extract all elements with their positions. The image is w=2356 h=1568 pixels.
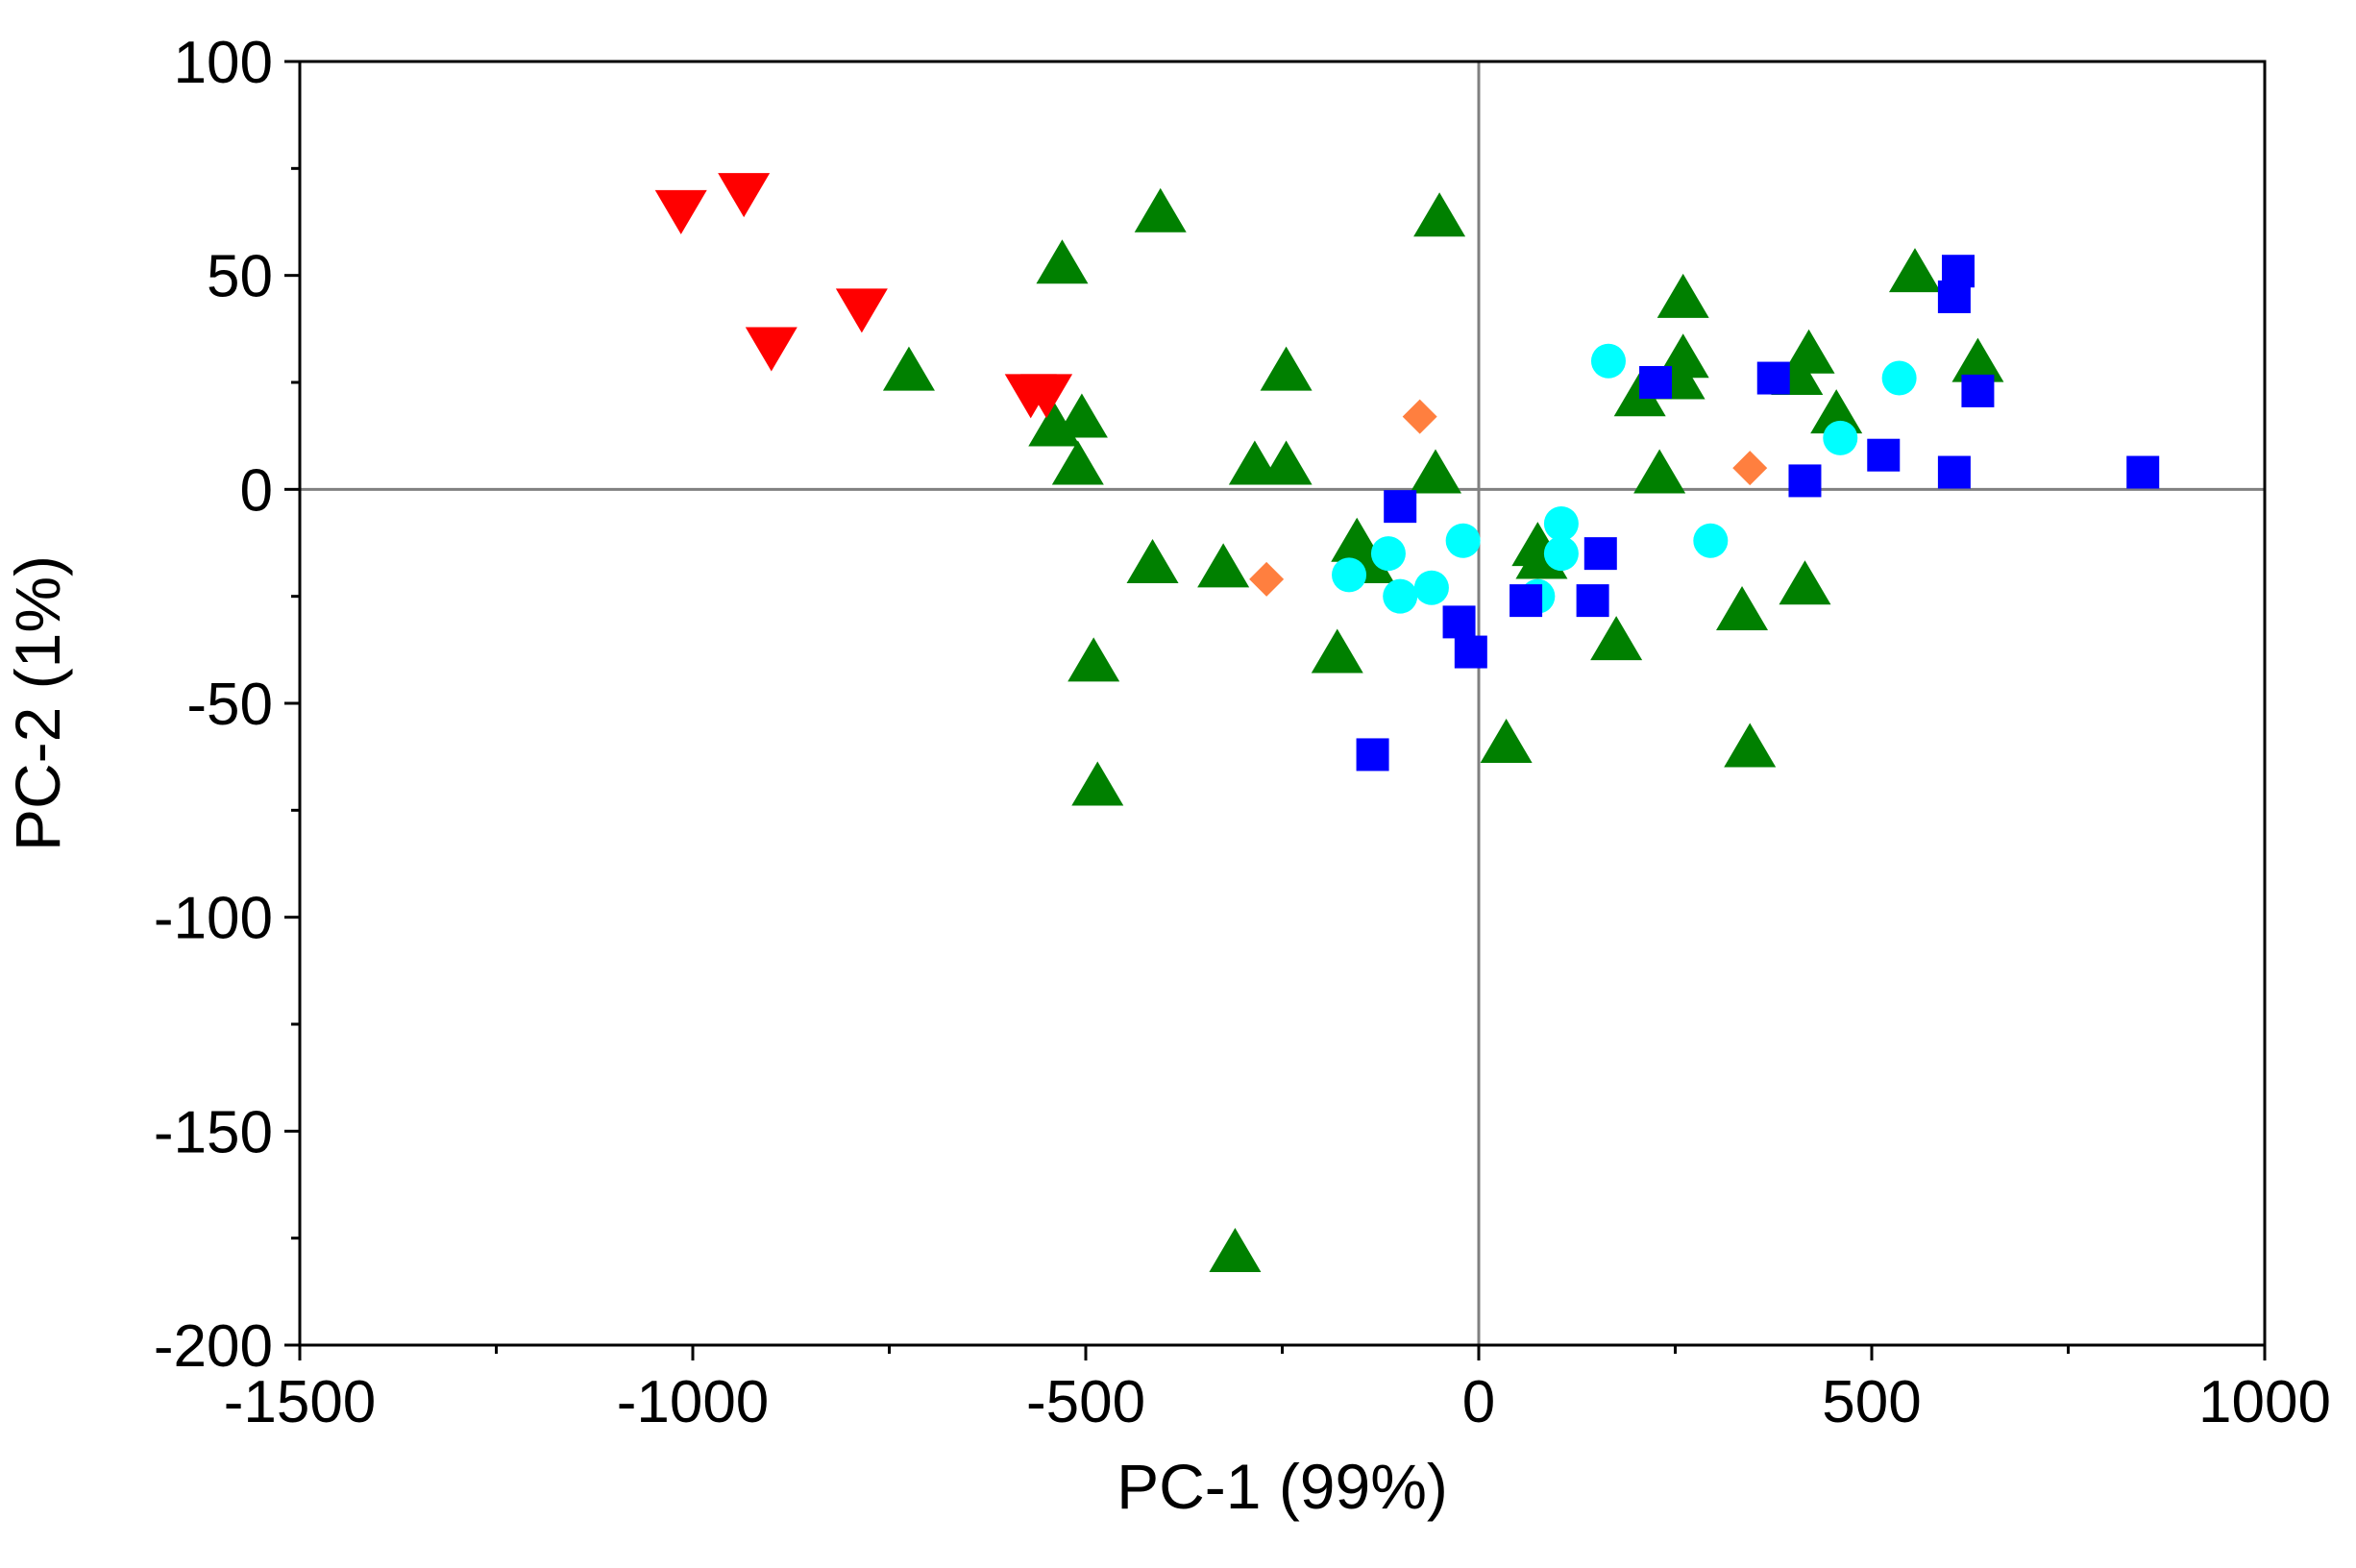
axis-tick-labels: -1500 -1000 -500 0 500 1000-200-150-100-50050… bbox=[154, 30, 2331, 1435]
green-triangle-point bbox=[1134, 187, 1187, 233]
cyan-circle-point bbox=[1383, 578, 1418, 614]
green-triangle-point bbox=[1126, 538, 1179, 583]
cyan-circle-point bbox=[1370, 536, 1406, 572]
green-triangle-point bbox=[1051, 440, 1104, 485]
green-triangle-point bbox=[1779, 560, 1831, 605]
blue-square-point bbox=[1454, 635, 1487, 669]
green-triangle-point bbox=[1810, 389, 1863, 434]
cyan-circle-point bbox=[1881, 360, 1917, 396]
plot-area-frame bbox=[298, 60, 2267, 1347]
x-axis-title: PC-1 (99%) bbox=[1117, 1451, 1448, 1522]
orange-diamond-point bbox=[1402, 399, 1437, 434]
green-triangle-point bbox=[1724, 723, 1777, 768]
green-triangle-point bbox=[1311, 628, 1363, 674]
blue-square-point bbox=[1356, 738, 1389, 772]
y-axis-title: PC-2 (1%) bbox=[2, 555, 73, 851]
series-green-up-triangles bbox=[882, 187, 2004, 1272]
blue-square-point bbox=[1583, 537, 1617, 571]
green-triangle-point bbox=[1068, 637, 1120, 682]
blue-square-point bbox=[1384, 490, 1417, 524]
cyan-circle-point bbox=[1413, 570, 1449, 605]
blue-square-point bbox=[1941, 255, 1975, 288]
y-tick-label: 50 bbox=[207, 244, 273, 310]
x-tick-label: -1500 bbox=[224, 1369, 377, 1435]
green-triangle-point bbox=[1888, 248, 1941, 293]
red-triangle-point bbox=[835, 288, 888, 333]
red-triangle-point bbox=[718, 173, 771, 218]
green-triangle-point bbox=[1633, 449, 1686, 494]
orange-diamond-point bbox=[1732, 451, 1768, 486]
blue-square-point bbox=[1961, 374, 1995, 407]
green-triangle-point bbox=[1260, 440, 1313, 485]
y-tick-label: -200 bbox=[154, 1313, 273, 1380]
blue-square-point bbox=[1937, 455, 1971, 489]
blue-square-point bbox=[1867, 438, 1901, 472]
cyan-circle-point bbox=[1543, 536, 1579, 572]
blue-square-point bbox=[1756, 361, 1790, 395]
cyan-circle-point bbox=[1823, 420, 1858, 455]
green-triangle-point bbox=[1209, 1227, 1262, 1272]
red-triangle-point bbox=[654, 189, 707, 234]
green-triangle-point bbox=[1590, 616, 1643, 661]
blue-square-point bbox=[1639, 366, 1673, 399]
green-triangle-point bbox=[1413, 192, 1466, 237]
blue-square-point bbox=[1788, 464, 1822, 498]
green-triangle-point bbox=[1657, 273, 1709, 318]
blue-square-point bbox=[2126, 455, 2160, 489]
reference-lines bbox=[300, 61, 2265, 1345]
orange-diamond-point bbox=[1249, 561, 1285, 597]
green-triangle-point bbox=[1782, 329, 1835, 374]
cyan-circle-point bbox=[1445, 523, 1481, 558]
green-triangle-point bbox=[1410, 449, 1462, 494]
x-tick-label: 1000 bbox=[2198, 1369, 2331, 1435]
cyan-circle-point bbox=[1543, 505, 1579, 541]
series-orange-diamonds bbox=[1249, 399, 1768, 597]
y-tick-label: -150 bbox=[154, 1099, 273, 1165]
blue-square-point bbox=[1576, 584, 1609, 618]
x-tick-label: -500 bbox=[1026, 1369, 1145, 1435]
green-triangle-point bbox=[882, 346, 935, 391]
x-tick-label: -1000 bbox=[617, 1369, 770, 1435]
series-blue-squares bbox=[1356, 255, 2160, 772]
green-triangle-point bbox=[1197, 543, 1250, 588]
green-triangle-point bbox=[1260, 346, 1313, 391]
green-triangle-point bbox=[1071, 761, 1124, 806]
blue-square-point bbox=[1509, 584, 1543, 618]
cyan-circle-point bbox=[1693, 523, 1729, 558]
x-tick-label: 500 bbox=[1822, 1369, 1921, 1435]
green-triangle-point bbox=[1036, 239, 1089, 284]
blue-square-point bbox=[1442, 605, 1476, 639]
cyan-circle-point bbox=[1332, 557, 1367, 593]
cyan-circle-point bbox=[1590, 343, 1626, 379]
x-tick-label: 0 bbox=[1462, 1369, 1495, 1435]
red-triangle-point bbox=[745, 327, 798, 372]
y-tick-label: 0 bbox=[240, 457, 273, 524]
green-triangle-point bbox=[1716, 585, 1769, 630]
green-triangle-point bbox=[1055, 393, 1108, 438]
y-tick-label: 100 bbox=[174, 30, 273, 96]
green-triangle-point bbox=[1480, 719, 1533, 764]
data-points bbox=[654, 173, 2160, 1272]
series-red-down-triangles bbox=[654, 173, 1073, 419]
y-tick-label: -50 bbox=[186, 672, 273, 738]
y-tick-label: -100 bbox=[154, 886, 273, 952]
green-triangle-point bbox=[1951, 337, 2004, 382]
red-triangle-point bbox=[1020, 374, 1073, 419]
